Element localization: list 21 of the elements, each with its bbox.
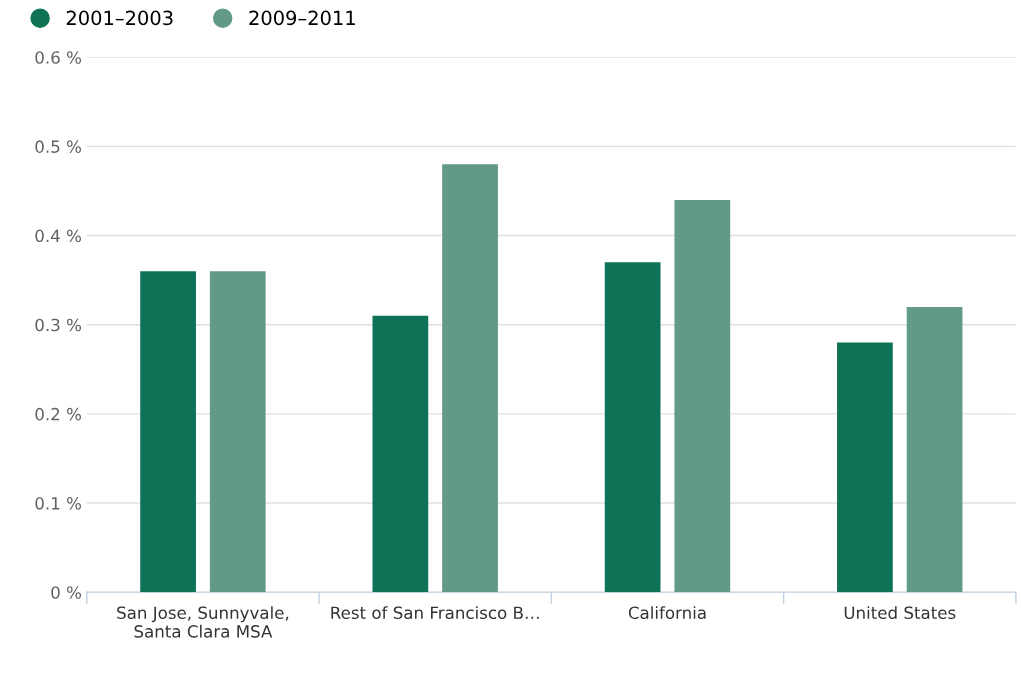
y-tick-label: 0.4 % [35, 229, 82, 243]
y-tick-label: 0.1 % [35, 497, 82, 510]
bar [674, 199, 731, 593]
bar [372, 315, 429, 593]
bar [209, 271, 266, 593]
legend-label: 2009–2011 [249, 10, 355, 26]
y-tick-label: 0.3 % [35, 318, 82, 332]
y-tick-label: 0 % [51, 586, 82, 599]
y-tick-label: 0.5 % [35, 140, 82, 153]
bar [442, 164, 498, 593]
x-tick-label: California [628, 606, 706, 620]
bar [604, 262, 661, 593]
x-tick-label: San Jose, Sunnyvale, Santa Clara MSA [117, 606, 289, 638]
bar [140, 271, 196, 593]
x-tick-label: United States [844, 606, 956, 620]
y-tick-label: 0.2 % [35, 407, 82, 421]
legend-label: 2001–2003 [66, 10, 173, 26]
x-tick-label: Rest of San Francisco B… [331, 606, 539, 620]
bar [837, 342, 893, 593]
bar [906, 306, 963, 593]
y-tick-label: 0.6 % [35, 51, 82, 64]
